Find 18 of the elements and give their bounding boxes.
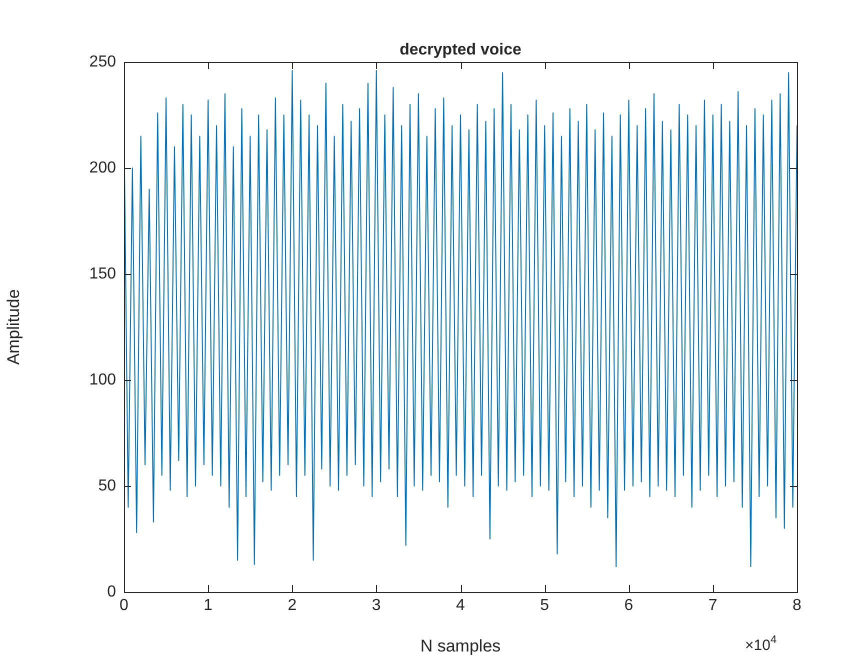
y-tick-label: 50 — [98, 477, 116, 494]
y-tick-label: 100 — [89, 371, 116, 388]
y-axis-title: Amplitude — [4, 289, 23, 365]
x-tick-label: 8 — [792, 597, 802, 614]
y-tick-label: 0 — [107, 583, 116, 600]
x-tick-label: 5 — [540, 597, 550, 614]
y-tick-label: 200 — [89, 159, 116, 176]
x-tick-label: 3 — [372, 597, 381, 614]
x-tick-label: 0 — [120, 597, 129, 614]
y-tick-label: 150 — [89, 265, 116, 282]
x-tick-label: 1 — [204, 597, 213, 614]
x-axis-title: N samples — [420, 636, 501, 656]
chart-title: decrypted voice — [400, 41, 522, 58]
x-tick-label: 6 — [624, 597, 634, 614]
x-tick-label: 2 — [288, 597, 297, 614]
x-tick-label: 7 — [708, 597, 718, 614]
x-tick-label: 4 — [456, 597, 466, 614]
y-tick-label: 250 — [89, 53, 116, 70]
